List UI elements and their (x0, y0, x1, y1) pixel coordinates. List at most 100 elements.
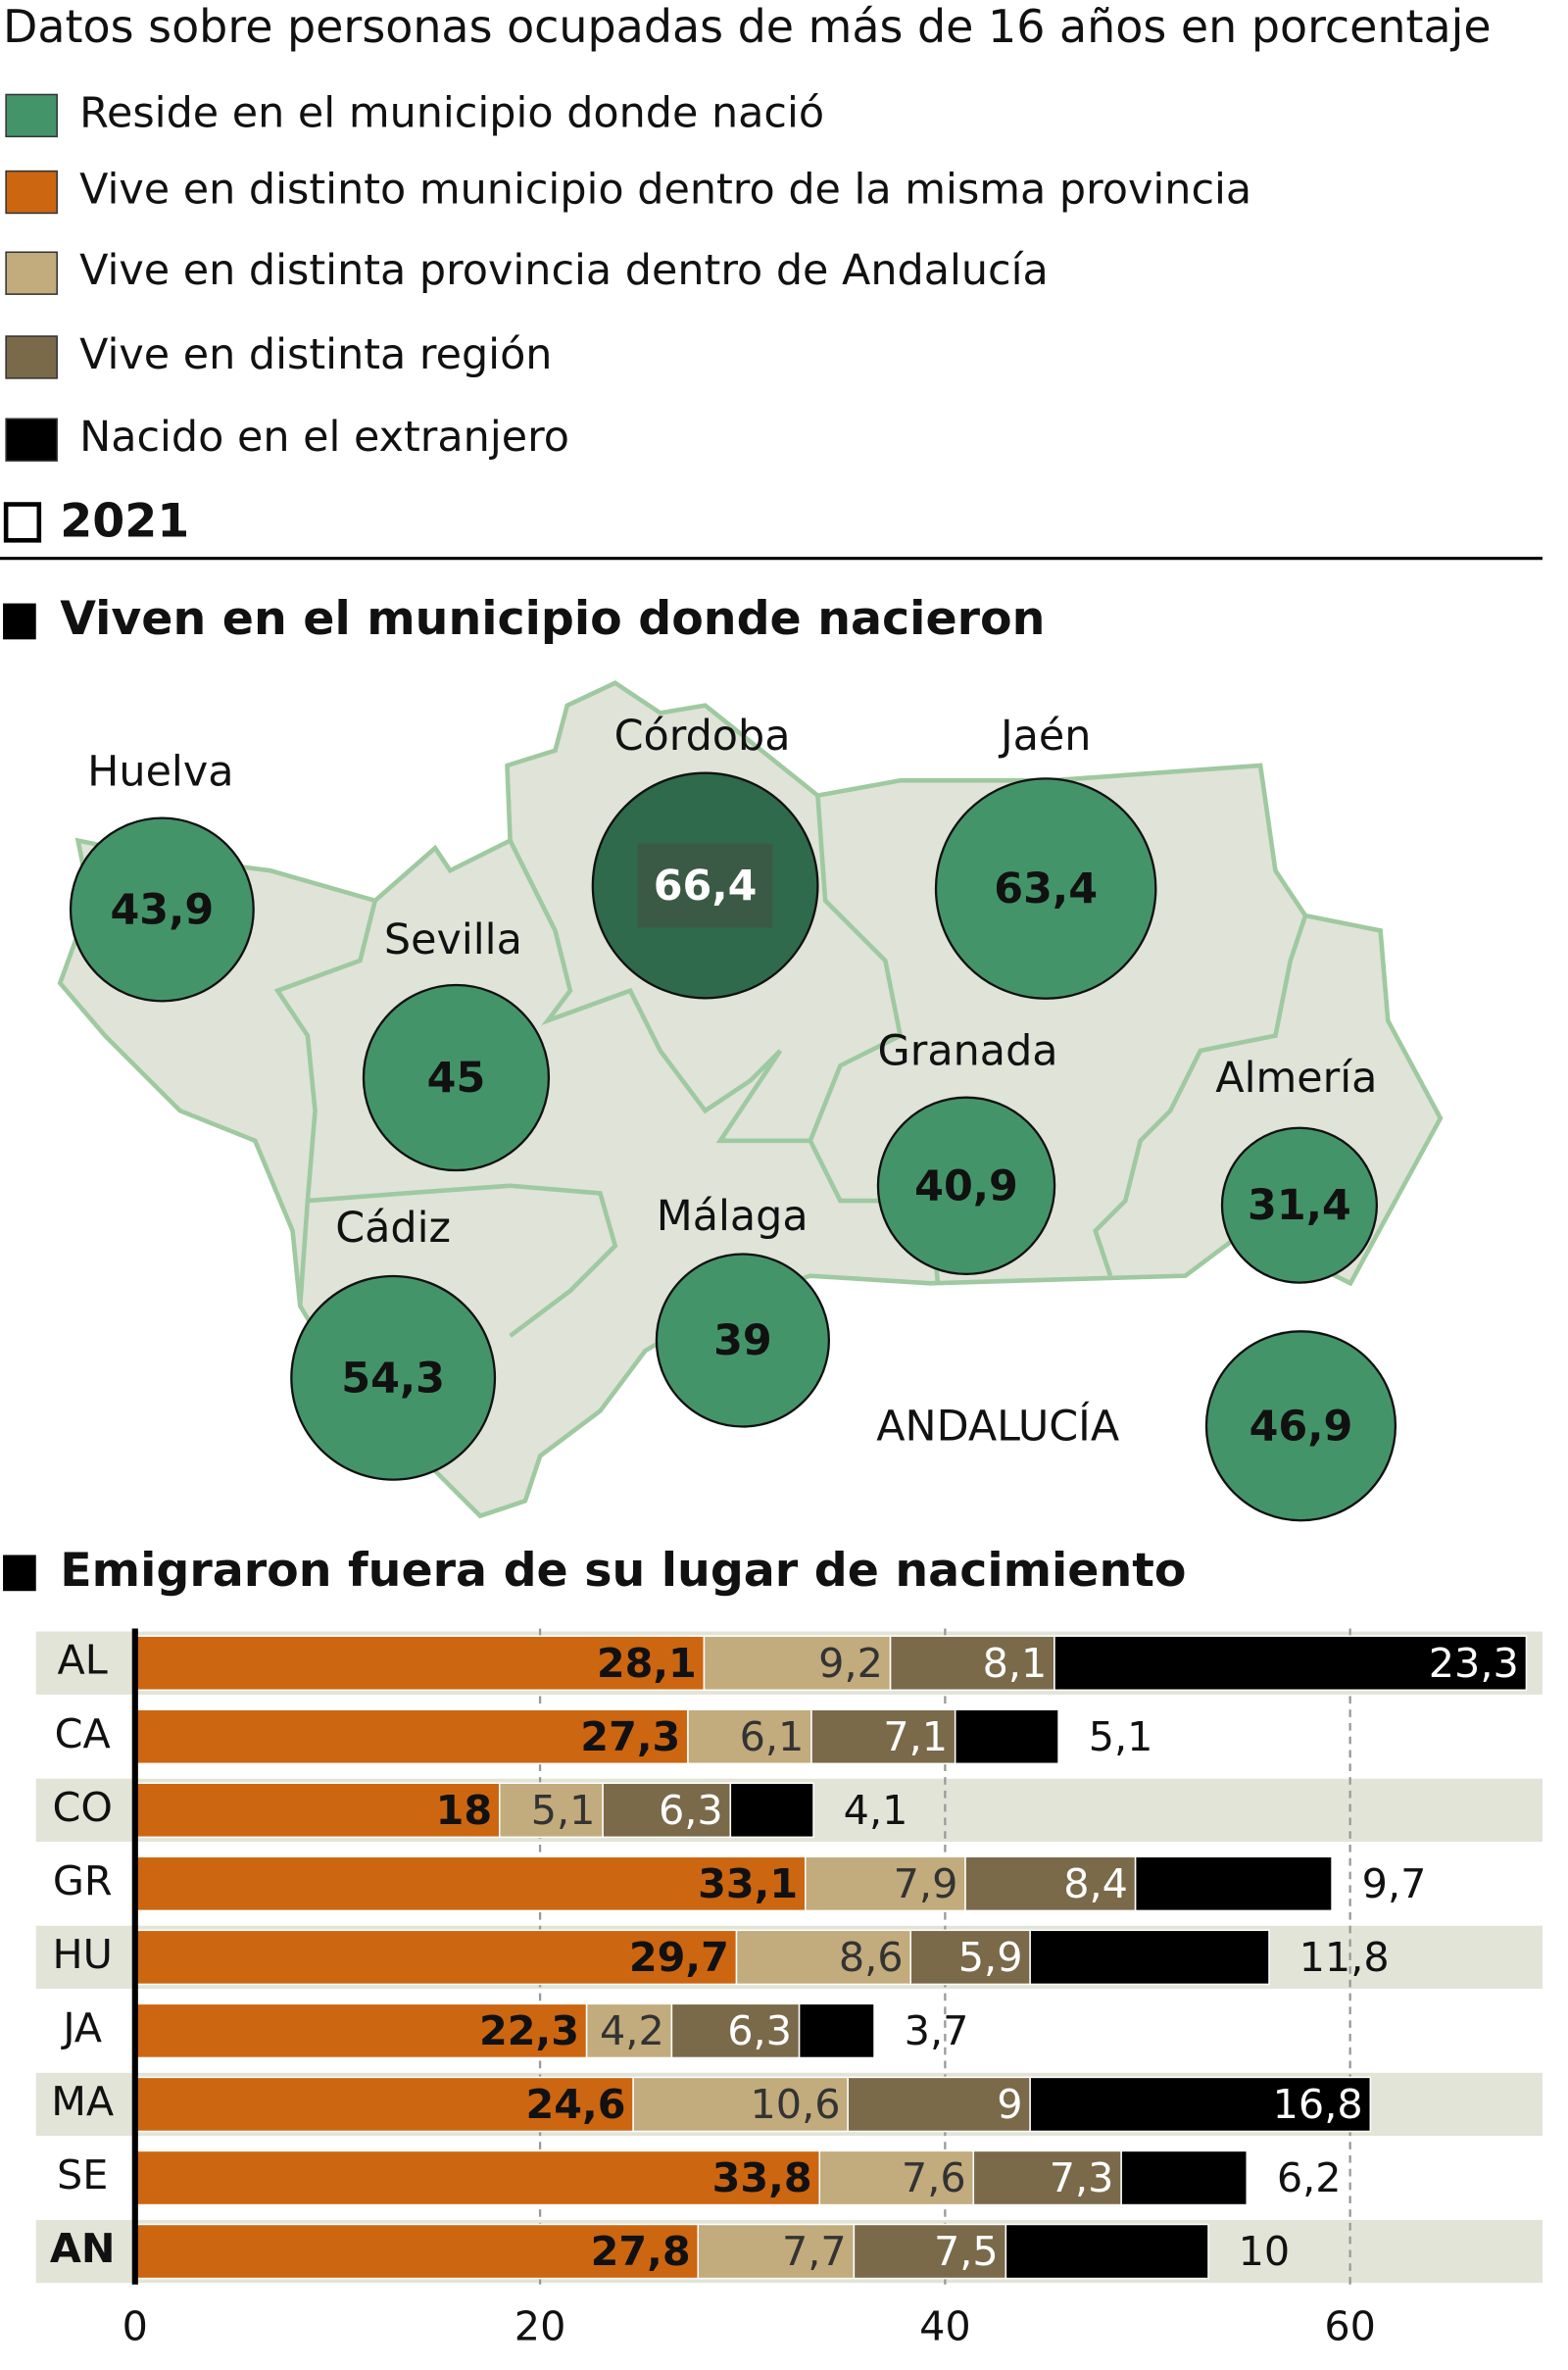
bar-chart: 0 20 40 60 AL 28,1 9,2 8,1 23,3 CA 27,3 6,1 7,1 5,1 CO… (35, 1628, 1543, 2350)
bar-segment (134, 1929, 738, 1986)
legend-swatch (5, 335, 58, 379)
value-label: 27,3 (580, 1713, 680, 1760)
x-tick-label: 40 (919, 2303, 971, 2350)
value-label: 33,8 (712, 2154, 812, 2201)
province-label: Granada (878, 1027, 1058, 1076)
value-label: 4,1 (844, 1787, 908, 1834)
value-label: 7,5 (934, 2228, 999, 2275)
x-tick-label: 0 (122, 2303, 148, 2350)
bar-title: Emigraron fuera de su lugar de nacimient… (60, 1544, 1186, 1598)
bubble-label: 40,9 (914, 1161, 1018, 1210)
province-label: Almería (1215, 1054, 1377, 1103)
section-square (3, 1555, 36, 1592)
bar-segment (964, 1855, 1137, 1912)
category-label: CO (53, 1784, 113, 1831)
bar-segment (134, 2223, 700, 2280)
bubble (1220, 1126, 1379, 1284)
value-label: 3,7 (905, 2007, 969, 2054)
value-label: 8,6 (839, 1934, 904, 1981)
value-label: 7,6 (902, 2154, 966, 2201)
bar-segment (1120, 2149, 1249, 2206)
category-label: MA (51, 2078, 114, 2125)
bar-segment (818, 2149, 975, 2206)
value-label: 7,3 (1050, 2154, 1114, 2201)
value-label: 18 (436, 1787, 493, 1834)
year: 2021 (60, 494, 189, 548)
value-label: 22,3 (479, 2007, 579, 2054)
bar-segment (1029, 2076, 1372, 2133)
x-tick-label: 60 (1324, 2303, 1376, 2350)
bar-segment (632, 2076, 849, 2133)
category-label: CA (55, 1710, 111, 1757)
value-label: 33,1 (698, 1860, 798, 1907)
bubble-label: 31,4 (1248, 1181, 1351, 1230)
bar-segment (810, 1708, 956, 1765)
category-label: SE (57, 2151, 108, 2198)
value-label: 5,1 (531, 1787, 596, 1834)
legend-swatch (5, 93, 58, 138)
value-label: 9 (997, 2081, 1022, 2128)
map-title: Viven en el municipio donde nacieron (60, 592, 1045, 646)
year-square (3, 502, 42, 543)
legend-swatch (5, 251, 58, 295)
bar-segment (909, 1929, 1031, 1986)
value-label: 11,8 (1299, 1934, 1390, 1981)
bar-segment (729, 1782, 814, 1839)
value-label: 9,2 (818, 1640, 883, 1687)
value-label: 6,3 (727, 2007, 792, 2054)
province-label: Sevilla (384, 915, 522, 964)
province-label: Málaga (657, 1192, 808, 1241)
category-label: JA (60, 2004, 102, 2051)
border (1093, 914, 1308, 1277)
legend-label: Vive en distinto municipio dentro de la … (79, 166, 1251, 215)
province-label: Cádiz (335, 1204, 451, 1253)
value-label: 8,4 (1063, 1860, 1128, 1907)
bar-segment (134, 1855, 807, 1912)
value-label: 9,7 (1362, 1860, 1427, 1907)
bar-segment (134, 1782, 501, 1839)
bar-segment (798, 2002, 875, 2059)
border (307, 1183, 618, 1338)
bar-segment (1004, 2223, 1209, 2280)
bar-segment (1134, 1855, 1333, 1912)
bubble-label: 39 (713, 1316, 772, 1365)
value-label: 6,3 (659, 1787, 723, 1834)
province-label: Jaén (998, 712, 1091, 761)
category-label: AN (50, 2225, 116, 2272)
value-label: 28,1 (597, 1640, 697, 1687)
province-label: Huelva (87, 748, 233, 797)
bar-segment (602, 1782, 732, 1839)
value-label: 7,7 (782, 2228, 847, 2275)
bar-segment (687, 1708, 812, 1765)
value-label: 10 (1239, 2228, 1291, 2275)
value-label: 27,8 (591, 2228, 691, 2275)
bubble (655, 1253, 831, 1428)
title: Datos sobre personas ocupadas de más de … (3, 0, 1492, 53)
value-label: 7,1 (883, 1713, 948, 1760)
category-label: HU (53, 1931, 113, 1978)
legend-label: Nacido en el extranjero (79, 413, 569, 462)
legend-swatch (5, 170, 58, 215)
bar-segment (703, 1635, 892, 1692)
value-label: 23,3 (1429, 1640, 1519, 1687)
province-label: Córdoba (614, 712, 791, 761)
bubble (876, 1096, 1056, 1276)
legend-label: Reside en el municipio donde nació (79, 88, 824, 137)
bubble (290, 1274, 497, 1481)
legend-label: Vive en distinta región (79, 330, 552, 379)
bar-segment (697, 2223, 856, 2280)
value-label: 24,6 (526, 2081, 626, 2128)
legend: Reside en el municipio donde nació Vive e… (5, 88, 1251, 462)
bubble-label: 45 (427, 1054, 486, 1103)
label-bg (637, 843, 773, 928)
bar-segment (134, 2002, 588, 2059)
value-label: 8,1 (983, 1640, 1048, 1687)
legend-swatch (5, 418, 58, 462)
bubble-label: 46,9 (1250, 1402, 1353, 1451)
value-label: 16,8 (1273, 2081, 1363, 2128)
bubble (69, 816, 255, 1003)
bubble-label: 43,9 (110, 886, 214, 935)
category-label: AL (58, 1637, 108, 1684)
bar-segment (735, 1929, 912, 1986)
